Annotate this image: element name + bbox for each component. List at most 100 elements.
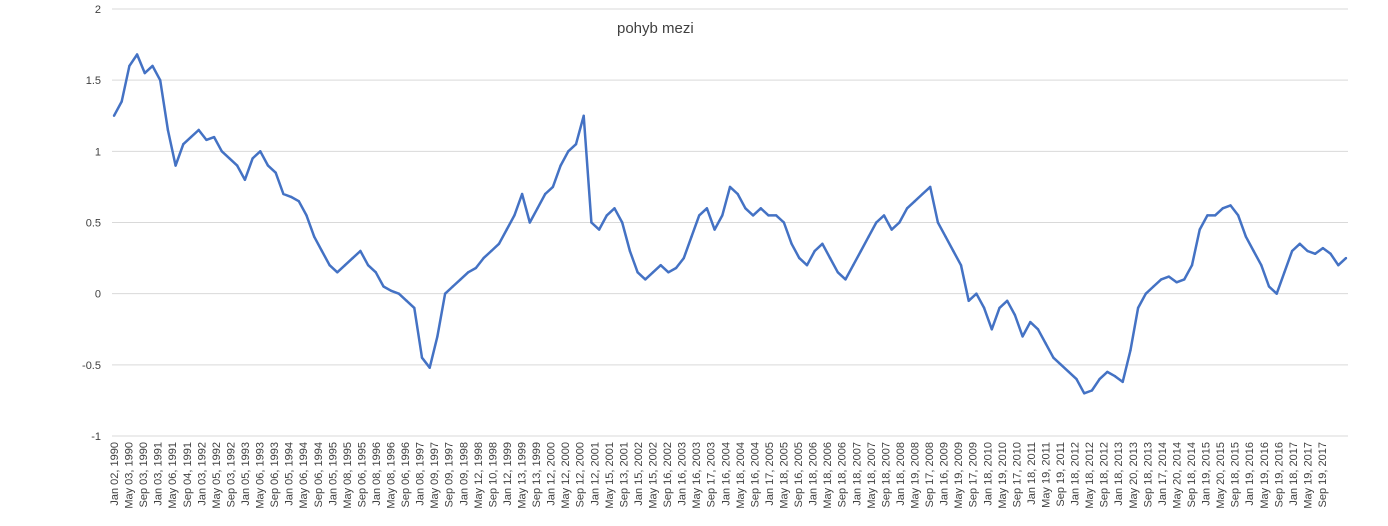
data-point <box>1244 235 1248 238</box>
x-tick-label: Jan 17, 2014 <box>1157 442 1169 506</box>
data-point <box>297 200 300 203</box>
x-tick-label: Sep 18, 2006 <box>837 442 849 507</box>
x-tick-label: Sep 17, 2008 <box>924 442 936 507</box>
y-tick-label: -1 <box>91 431 101 443</box>
data-point <box>975 292 978 295</box>
data-point <box>1237 214 1240 217</box>
data-point <box>867 235 870 238</box>
data-point <box>436 335 439 338</box>
x-tick-label: Sep 10, 1998 <box>487 442 499 507</box>
x-tick-label: Sep 17, 2009 <box>968 442 980 507</box>
x-tick-label: Sep 04, 1991 <box>182 442 194 507</box>
x-tick-label: Jan 15, 2002 <box>633 442 645 506</box>
x-tick-label: May 18, 2012 <box>1084 442 1096 509</box>
data-point <box>397 292 401 295</box>
x-tick-label: May 19, 2008 <box>909 442 921 509</box>
x-tick-label: Jan 16, 2004 <box>720 442 732 506</box>
data-point <box>982 306 986 310</box>
data-point <box>189 135 193 139</box>
x-tick-label: Jan 12, 1999 <box>502 442 514 506</box>
x-tick-label: May 19, 2016 <box>1259 442 1271 509</box>
data-point <box>428 366 431 369</box>
data-point <box>182 143 185 146</box>
data-point <box>351 256 354 260</box>
x-tick-label: Jan 18, 2010 <box>982 442 994 506</box>
data-point <box>505 228 508 231</box>
data-point <box>875 221 878 224</box>
data-point <box>759 207 762 210</box>
data-point <box>921 192 924 196</box>
x-tick-label: Sep 12, 2000 <box>575 442 587 507</box>
data-point <box>1198 228 1201 231</box>
data-point <box>413 306 416 310</box>
x-tick-label: Jan 12, 2001 <box>589 442 601 506</box>
data-point <box>1329 252 1332 255</box>
x-axis: Jan 02, 1990 May 03, 1990 Sep 03, 1990 Jan … <box>109 442 1329 509</box>
data-point <box>497 242 501 245</box>
data-point <box>151 64 154 68</box>
x-tick-label: May 19, 2017 <box>1302 442 1314 509</box>
data-point <box>936 221 940 224</box>
x-tick-label: Jan 18, 2013 <box>1113 442 1125 506</box>
data-point <box>274 171 277 174</box>
data-point <box>336 271 339 274</box>
data-point <box>374 271 377 274</box>
data-point <box>898 221 901 224</box>
data-point <box>1275 292 1278 295</box>
x-tick-label: Jan 05, 1993 <box>240 442 252 506</box>
y-tick-label: 2 <box>95 4 101 16</box>
data-point <box>1083 392 1086 395</box>
data-point <box>613 207 616 210</box>
x-tick-label: Jan 05, 1995 <box>327 442 339 506</box>
x-tick-label: Jan 17, 2005 <box>764 442 776 506</box>
data-point <box>128 64 131 68</box>
x-tick-label: Sep 16, 2005 <box>793 442 805 507</box>
data-point <box>343 264 347 267</box>
data-point <box>798 256 801 260</box>
data-point <box>366 264 370 267</box>
data-point <box>1129 349 1132 352</box>
data-point <box>929 185 932 189</box>
data-point <box>690 235 693 238</box>
data-point <box>736 192 739 196</box>
y-tick-label: 1.5 <box>86 75 101 87</box>
x-tick-label: Jan 08, 1996 <box>371 442 383 506</box>
data-point <box>390 289 393 292</box>
y-axis: 2 1.5 1 0.5 0 -0.5 -1 <box>82 4 101 443</box>
data-point <box>482 256 485 260</box>
x-tick-label: May 08, 1995 <box>342 442 354 509</box>
data-point <box>174 164 177 167</box>
x-tick-label: May 15, 2001 <box>604 442 616 509</box>
data-point <box>1298 242 1302 245</box>
data-point <box>212 135 216 139</box>
data-point <box>289 195 293 199</box>
data-point <box>1106 370 1109 374</box>
x-tick-label: May 05, 1992 <box>211 442 223 509</box>
data-point <box>744 207 747 210</box>
data-point <box>698 214 701 217</box>
data-point <box>467 271 470 274</box>
x-tick-label: May 20, 2014 <box>1171 442 1183 509</box>
data-point <box>120 100 123 103</box>
data-point <box>597 228 601 231</box>
data-point <box>228 157 231 160</box>
y-tick-label: 1 <box>95 146 101 158</box>
data-point <box>1206 214 1209 217</box>
data-point <box>220 150 223 153</box>
x-tick-label: Jan 08, 1997 <box>415 442 427 506</box>
data-point <box>751 214 755 217</box>
x-tick-label: May 18, 2004 <box>735 442 747 509</box>
data-point <box>520 192 524 196</box>
data-point <box>582 114 585 118</box>
x-tick-label: Sep 17, 2010 <box>1011 442 1023 507</box>
x-tick-label: Jan 18, 2017 <box>1288 442 1300 506</box>
data-point <box>721 214 724 217</box>
data-point <box>528 221 531 224</box>
data-point <box>644 278 647 281</box>
data-point <box>628 249 632 253</box>
data-point <box>1021 335 1024 338</box>
data-point <box>1190 264 1194 267</box>
data-point <box>990 328 993 331</box>
x-tick-label: May 19, 2010 <box>997 442 1009 509</box>
